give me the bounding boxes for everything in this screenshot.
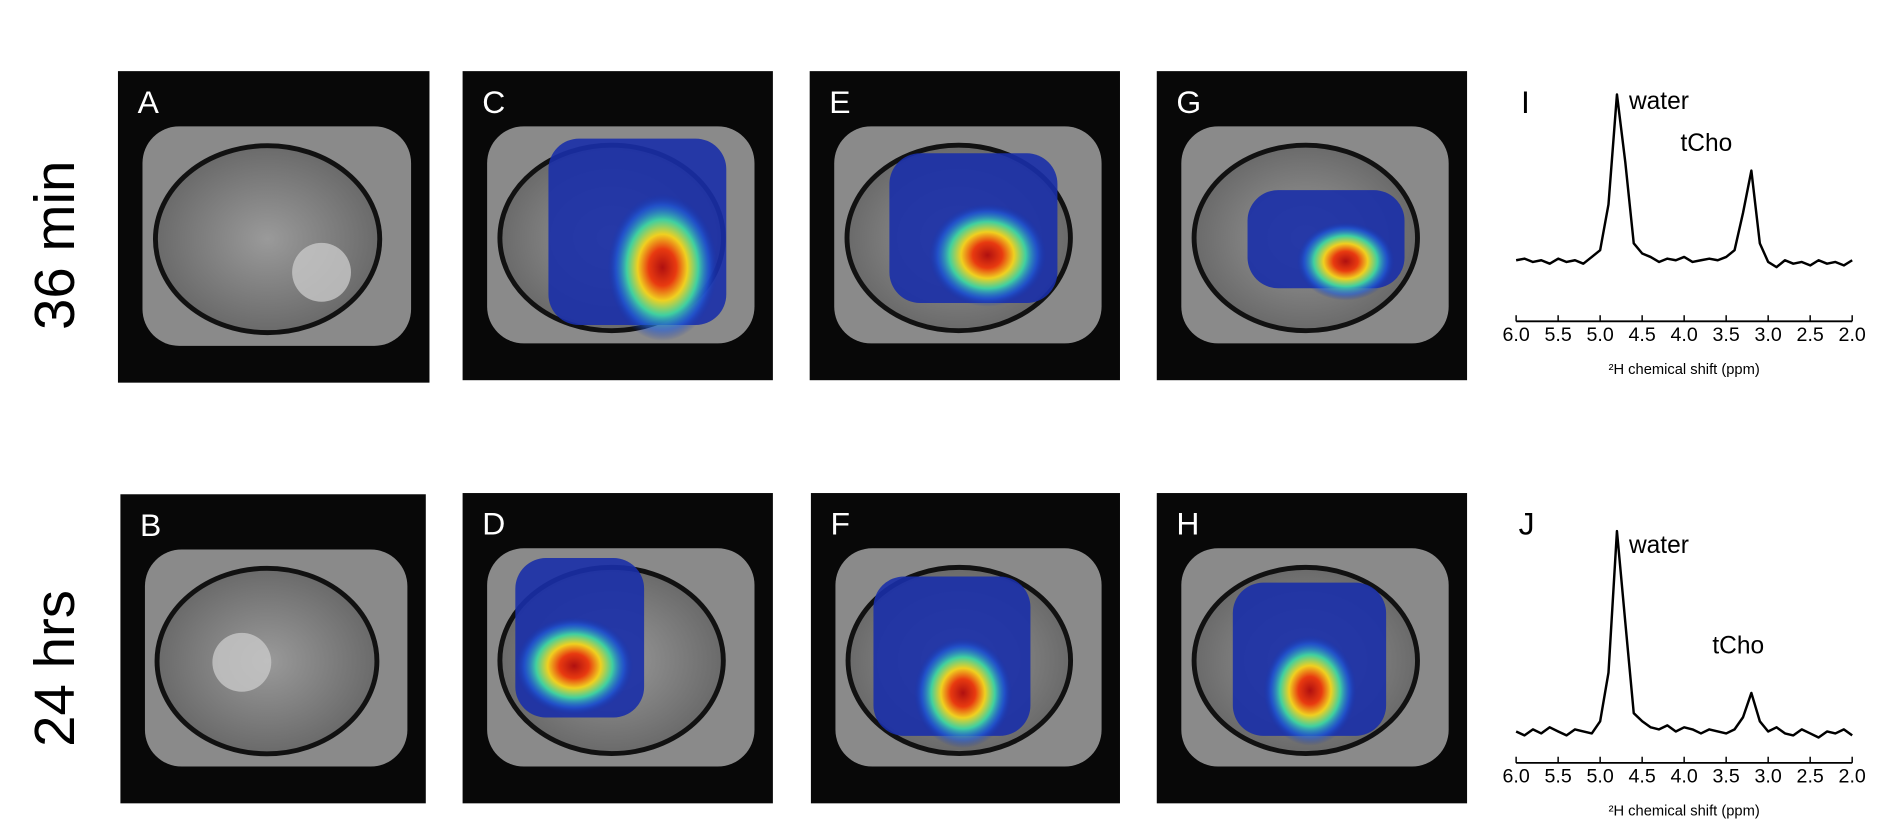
mri-panel: D	[462, 493, 773, 804]
peak-annotation: tCho	[1712, 633, 1764, 660]
heatmap-hotspot	[1263, 635, 1357, 746]
mri-panel: C	[462, 71, 773, 381]
mri-lesion	[292, 242, 351, 302]
spectrum-line	[1515, 529, 1853, 739]
peak-annotation: water	[1628, 532, 1689, 559]
panel-letter: G	[1176, 84, 1201, 120]
x-axis-label: ²H chemical shift (ppm)	[1609, 804, 1760, 820]
peak-annotation: tCho	[1680, 130, 1732, 157]
panel-letter: D	[482, 506, 505, 542]
panel-letter: J	[1519, 506, 1535, 542]
x-tick-label: 4.0	[1671, 324, 1698, 346]
x-axis-label: ²H chemical shift (ppm)	[1609, 362, 1760, 378]
heatmap-hotspot	[607, 193, 718, 341]
mri-lesion	[212, 632, 272, 692]
heatmap-hotspot	[515, 616, 634, 716]
x-tick-label: 6.0	[1502, 324, 1529, 346]
x-tick-label: 5.0	[1587, 765, 1614, 787]
x-tick-label: 2.0	[1839, 765, 1866, 787]
mri-panel: H	[1156, 493, 1468, 804]
spectrum-line	[1515, 93, 1853, 269]
panel-letter: H	[1176, 506, 1199, 542]
x-tick-label: 4.5	[1629, 324, 1656, 346]
row-label: 36 min	[23, 161, 86, 330]
x-tick-label: 2.5	[1797, 324, 1824, 346]
heatmap-hotspot	[1296, 221, 1395, 301]
x-tick-label: 4.0	[1671, 765, 1698, 787]
heatmap-hotspot	[913, 637, 1013, 749]
heatmap-hotspot	[928, 203, 1047, 307]
x-tick-label: 5.0	[1587, 324, 1614, 346]
x-tick-label: 2.0	[1839, 324, 1866, 346]
x-tick-label: 5.5	[1545, 324, 1572, 346]
mri-panel: A	[117, 71, 430, 383]
x-tick-label: 6.0	[1502, 765, 1529, 787]
x-tick-label: 3.0	[1755, 324, 1782, 346]
panel-letter: A	[138, 84, 160, 120]
mri-panel: G	[1156, 71, 1468, 381]
mri-panel: B	[120, 494, 426, 804]
peak-annotation: water	[1628, 88, 1689, 115]
panel-letter: C	[482, 84, 505, 120]
x-tick-label: 3.0	[1755, 765, 1782, 787]
panel-letter: B	[140, 507, 161, 543]
row-label: 24 hrs	[23, 590, 86, 747]
panel-letter: E	[829, 84, 850, 120]
mri-brain	[152, 143, 383, 336]
x-tick-label: 2.5	[1797, 765, 1824, 787]
x-tick-label: 3.5	[1713, 324, 1740, 346]
mri-panel: F	[810, 493, 1120, 804]
mri-panel: E	[809, 71, 1120, 381]
panel-letter: F	[831, 506, 850, 542]
x-tick-label: 4.5	[1629, 765, 1656, 787]
panel-letter: I	[1521, 84, 1530, 120]
x-tick-label: 3.5	[1713, 765, 1740, 787]
x-tick-label: 5.5	[1545, 765, 1572, 787]
